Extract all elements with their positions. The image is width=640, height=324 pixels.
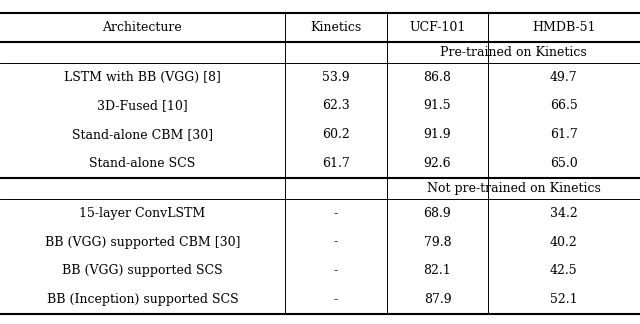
Text: HMDB-51: HMDB-51	[532, 21, 596, 34]
Text: LSTM with BB (VGG) [8]: LSTM with BB (VGG) [8]	[64, 71, 221, 84]
Text: 34.2: 34.2	[550, 207, 578, 220]
Text: 91.9: 91.9	[424, 128, 451, 141]
Text: 92.6: 92.6	[424, 157, 451, 170]
Text: 87.9: 87.9	[424, 293, 451, 307]
Text: 42.5: 42.5	[550, 264, 578, 277]
Text: Architecture: Architecture	[102, 21, 182, 34]
Text: 15-layer ConvLSTM: 15-layer ConvLSTM	[79, 207, 205, 220]
Text: 82.1: 82.1	[424, 264, 451, 277]
Text: Pre-trained on Kinetics: Pre-trained on Kinetics	[440, 46, 587, 59]
Text: -: -	[334, 264, 338, 277]
Text: -: -	[334, 293, 338, 307]
Text: 60.2: 60.2	[322, 128, 350, 141]
Text: 91.5: 91.5	[424, 99, 451, 112]
Text: 65.0: 65.0	[550, 157, 578, 170]
Text: Stand-alone CBM [30]: Stand-alone CBM [30]	[72, 128, 213, 141]
Text: 3D-Fused [10]: 3D-Fused [10]	[97, 99, 188, 112]
Text: 61.7: 61.7	[550, 128, 578, 141]
Text: 86.8: 86.8	[424, 71, 451, 84]
Text: 68.9: 68.9	[424, 207, 451, 220]
Text: 62.3: 62.3	[322, 99, 350, 112]
Text: BB (Inception) supported SCS: BB (Inception) supported SCS	[47, 293, 238, 307]
Text: Stand-alone SCS: Stand-alone SCS	[89, 157, 196, 170]
Text: Kinetics: Kinetics	[310, 21, 362, 34]
Text: -: -	[334, 207, 338, 220]
Text: BB (VGG) supported SCS: BB (VGG) supported SCS	[62, 264, 223, 277]
Text: 52.1: 52.1	[550, 293, 578, 307]
Text: -: -	[334, 236, 338, 249]
Text: 40.2: 40.2	[550, 236, 578, 249]
Text: BB (VGG) supported CBM [30]: BB (VGG) supported CBM [30]	[45, 236, 240, 249]
Text: 53.9: 53.9	[322, 71, 350, 84]
Text: 61.7: 61.7	[322, 157, 350, 170]
Text: 79.8: 79.8	[424, 236, 451, 249]
Text: 66.5: 66.5	[550, 99, 578, 112]
Text: UCF-101: UCF-101	[409, 21, 466, 34]
Text: 49.7: 49.7	[550, 71, 578, 84]
Text: Not pre-trained on Kinetics: Not pre-trained on Kinetics	[427, 182, 600, 195]
